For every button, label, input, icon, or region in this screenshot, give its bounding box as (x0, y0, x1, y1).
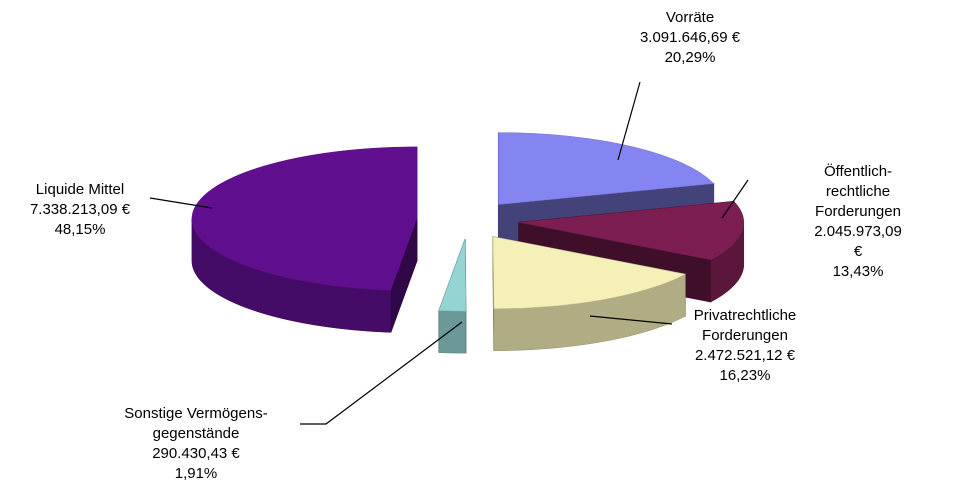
pie-slice (492, 236, 686, 351)
leader-line (617, 81, 641, 161)
slice-top (518, 201, 744, 261)
data-label: Liquide Mittel 7.338.213,09 € 48,15% (30, 180, 130, 240)
slice-top (438, 239, 467, 312)
slice-top (498, 132, 715, 205)
percent-label: 1,91% (174, 465, 218, 482)
amount-label: 2.045.973,09 € (814, 223, 902, 260)
percent-label: 16,23% (719, 367, 771, 384)
slice-wall (438, 310, 467, 354)
category-label: Liquide Mittel (35, 181, 125, 198)
leader-lines (149, 81, 749, 425)
leader-line (589, 315, 673, 325)
slice-top (191, 146, 418, 291)
category-label: Privatrechtliche Forderungen (693, 307, 797, 344)
data-label: Sonstige Vermögens- gegenstände 290.430,4… (124, 404, 267, 484)
leader-line (721, 179, 749, 219)
data-label: Vorräte 3.091.646,69 € 20,29% (640, 8, 740, 68)
data-label: Privatrechtliche Forderungen 2.472.521,12… (694, 306, 797, 386)
leader-line (300, 321, 463, 425)
amount-label: 2.472.521,12 € (694, 347, 796, 364)
percent-label: 20,29% (664, 49, 716, 66)
slice-top (492, 236, 686, 309)
amount-label: 290.430,43 € (152, 445, 240, 462)
pie-slice (191, 146, 418, 333)
amount-label: 3.091.646,69 € (639, 29, 741, 46)
leader-line (149, 197, 213, 209)
amount-label: 7.338.213,09 € (29, 201, 131, 218)
data-label: Öffentlich-rechtliche Forderungen 2.045.9… (809, 162, 907, 282)
percent-label: 13,43% (832, 263, 884, 280)
category-label: Öffentlich-rechtliche Forderungen (815, 163, 901, 220)
percent-label: 48,15% (54, 221, 106, 238)
slices (191, 132, 745, 354)
category-label: Vorräte (665, 9, 715, 26)
category-label: Sonstige Vermögens- gegenstände (124, 405, 268, 442)
pie-slice (438, 238, 467, 354)
